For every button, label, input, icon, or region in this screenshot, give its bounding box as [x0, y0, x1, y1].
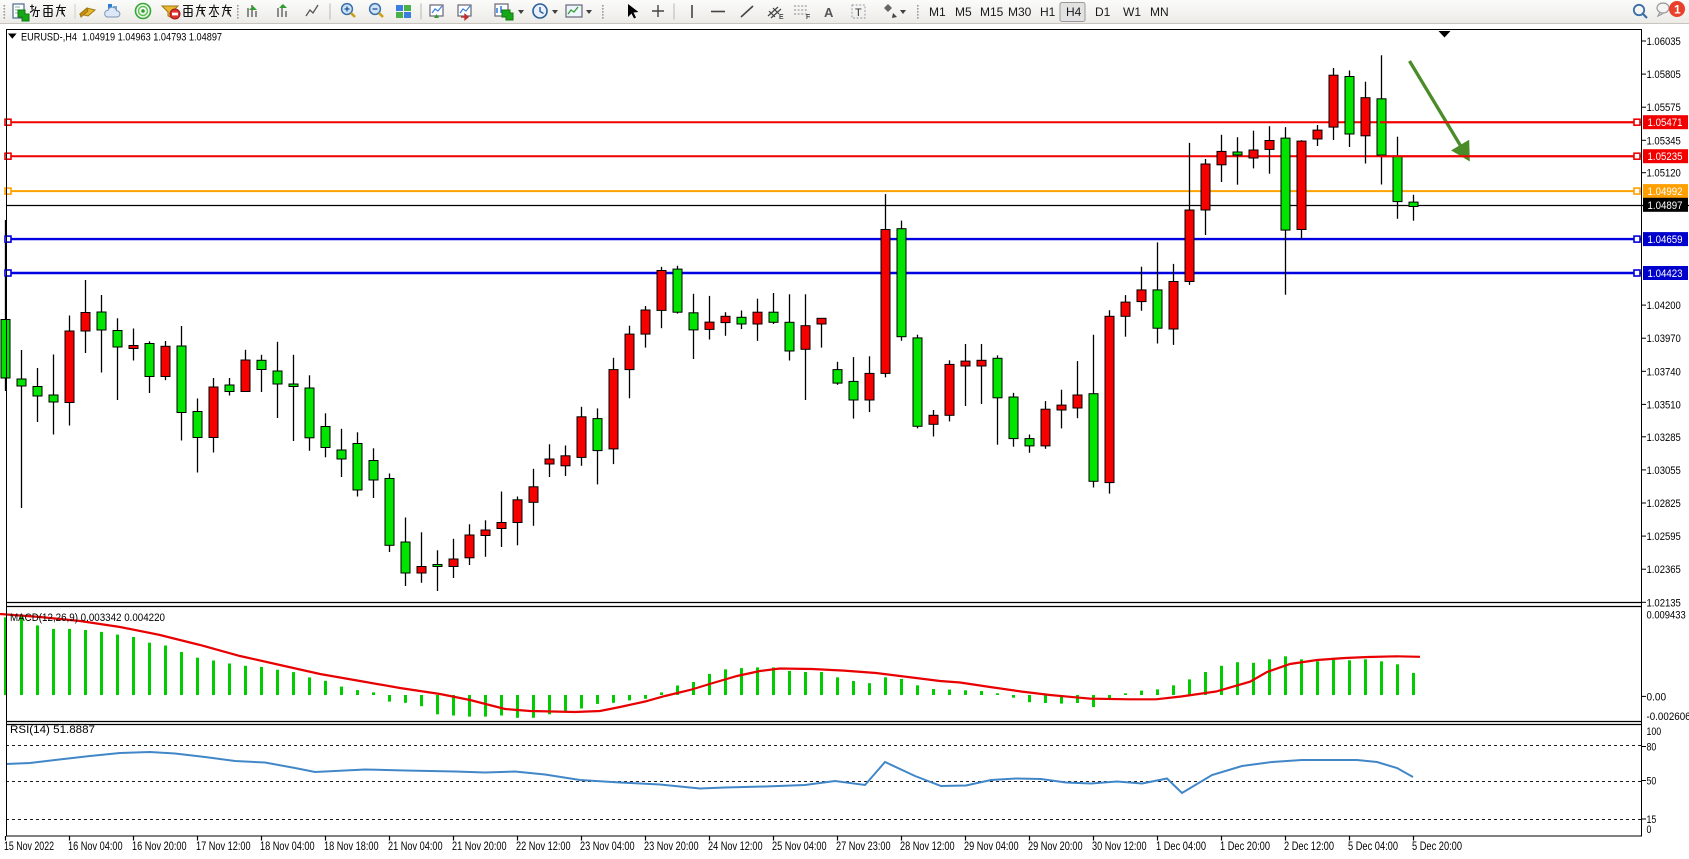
- svg-text:21 Nov 04:00: 21 Nov 04:00: [388, 841, 443, 853]
- svg-text:W1: W1: [1123, 5, 1141, 19]
- svg-text:EURUSD-,H4 1.04919 1.04963 1.: EURUSD-,H4 1.04919 1.04963 1.04793 1.048…: [21, 32, 222, 44]
- svg-text:18 Nov 04:00: 18 Nov 04:00: [260, 841, 315, 853]
- svg-text:A: A: [824, 5, 834, 20]
- svg-text:1.02365: 1.02365: [1647, 564, 1681, 576]
- svg-text:1.03055: 1.03055: [1647, 465, 1681, 477]
- svg-text:50: 50: [1647, 776, 1657, 788]
- svg-text:1.04992: 1.04992: [1648, 186, 1683, 198]
- svg-text:1.02595: 1.02595: [1647, 531, 1681, 543]
- svg-text:0: 0: [1647, 824, 1652, 836]
- svg-text:1.02135: 1.02135: [1647, 597, 1681, 609]
- svg-text:RSI(14) 51.8887: RSI(14) 51.8887: [10, 724, 95, 736]
- svg-text:D1: D1: [1095, 5, 1111, 19]
- svg-text:23 Nov 20:00: 23 Nov 20:00: [644, 841, 699, 853]
- svg-text:M30: M30: [1008, 5, 1032, 19]
- svg-text:30 Nov 12:00: 30 Nov 12:00: [1092, 841, 1147, 853]
- svg-text:E: E: [779, 14, 784, 21]
- svg-text:M15: M15: [980, 5, 1004, 19]
- svg-text:15: 15: [1647, 814, 1657, 826]
- svg-text:1.03285: 1.03285: [1647, 432, 1681, 444]
- svg-text:2 Dec 12:00: 2 Dec 12:00: [1284, 841, 1334, 853]
- svg-text:16 Nov 20:00: 16 Nov 20:00: [132, 841, 187, 853]
- svg-text:1.05345: 1.05345: [1647, 135, 1681, 147]
- svg-text:1.06035: 1.06035: [1647, 36, 1681, 48]
- svg-text:1.05120: 1.05120: [1647, 168, 1681, 180]
- svg-text:24 Nov 12:00: 24 Nov 12:00: [708, 841, 763, 853]
- svg-text:1.05471: 1.05471: [1648, 117, 1683, 129]
- svg-text:-0.002606: -0.002606: [1647, 711, 1689, 723]
- svg-text:MN: MN: [1150, 5, 1169, 19]
- svg-text:21 Nov 20:00: 21 Nov 20:00: [452, 841, 507, 853]
- svg-text:18 Nov 18:00: 18 Nov 18:00: [324, 841, 379, 853]
- svg-text:1.03740: 1.03740: [1647, 366, 1681, 378]
- svg-text:MACD(12,26,9) 0.003342 0.00422: MACD(12,26,9) 0.003342 0.004220: [10, 612, 165, 624]
- svg-text:28 Nov 12:00: 28 Nov 12:00: [900, 841, 955, 853]
- svg-text:1.05235: 1.05235: [1648, 151, 1683, 163]
- svg-text:80: 80: [1647, 742, 1657, 754]
- svg-text:5 Dec 20:00: 5 Dec 20:00: [1412, 841, 1462, 853]
- svg-text:1.02825: 1.02825: [1647, 498, 1681, 510]
- svg-text:1.03510: 1.03510: [1647, 399, 1681, 411]
- svg-text:M5: M5: [955, 5, 972, 19]
- svg-text:1.04423: 1.04423: [1648, 268, 1683, 280]
- svg-text:1.05805: 1.05805: [1647, 69, 1681, 81]
- svg-text:1.04200: 1.04200: [1647, 300, 1681, 312]
- svg-text:1.03970: 1.03970: [1647, 333, 1681, 345]
- svg-text:25 Nov 04:00: 25 Nov 04:00: [772, 841, 827, 853]
- svg-text:29 Nov 04:00: 29 Nov 04:00: [964, 841, 1019, 853]
- svg-text:27 Nov 23:00: 27 Nov 23:00: [836, 841, 891, 853]
- svg-text:23 Nov 04:00: 23 Nov 04:00: [580, 841, 635, 853]
- svg-text:0.00: 0.00: [1647, 691, 1667, 703]
- svg-text:H4: H4: [1066, 5, 1082, 19]
- svg-text:F: F: [806, 14, 810, 21]
- svg-text:1.05575: 1.05575: [1647, 102, 1681, 114]
- svg-text:T: T: [855, 7, 862, 19]
- svg-text:1.04659: 1.04659: [1648, 234, 1683, 246]
- svg-text:1 Dec 04:00: 1 Dec 04:00: [1156, 841, 1206, 853]
- svg-text:29 Nov 20:00: 29 Nov 20:00: [1028, 841, 1083, 853]
- svg-text:1: 1: [1674, 3, 1681, 17]
- svg-text:16 Nov 04:00: 16 Nov 04:00: [68, 841, 123, 853]
- svg-text:H1: H1: [1040, 5, 1056, 19]
- svg-text:15 Nov 2022: 15 Nov 2022: [4, 841, 54, 853]
- svg-text:5 Dec 04:00: 5 Dec 04:00: [1348, 841, 1398, 853]
- svg-text:1.04897: 1.04897: [1648, 200, 1683, 212]
- svg-text:22 Nov 12:00: 22 Nov 12:00: [516, 841, 571, 853]
- svg-text:M1: M1: [929, 5, 946, 19]
- svg-text:100: 100: [1647, 726, 1662, 738]
- svg-text:1 Dec 20:00: 1 Dec 20:00: [1220, 841, 1270, 853]
- svg-text:17 Nov 12:00: 17 Nov 12:00: [196, 841, 251, 853]
- svg-text:0.009433: 0.009433: [1647, 609, 1686, 621]
